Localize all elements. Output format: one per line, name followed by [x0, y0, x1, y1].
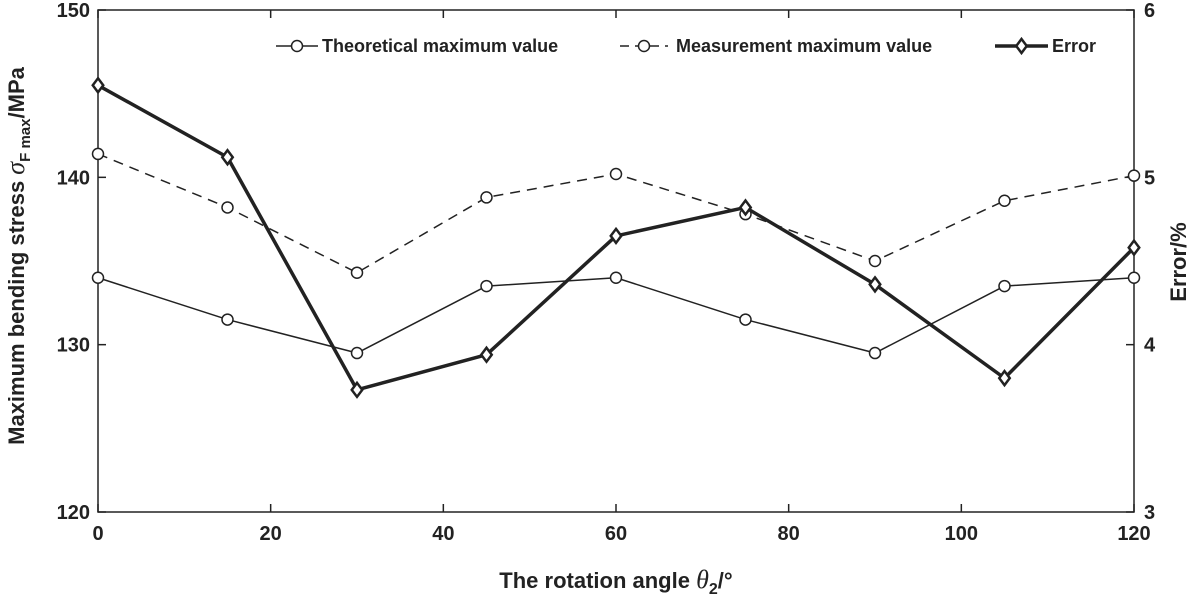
plot-frame	[97, 9, 1135, 513]
plot-border	[97, 9, 1135, 513]
data-point	[1127, 169, 1141, 182]
data-point	[998, 194, 1011, 208]
data-point	[609, 226, 623, 245]
x-axis-label: The rotation angle θ2/°	[499, 565, 732, 598]
data-point	[350, 380, 364, 399]
x-tick-label: 120	[1117, 523, 1150, 545]
y-right-tick-label: 6	[1144, 0, 1155, 22]
y-left-axis-label-subscript: F max	[17, 118, 34, 162]
data-point	[868, 275, 882, 294]
legend-item: Theoretical maximum value	[276, 36, 558, 56]
y-right-axis-label: Error/%	[1166, 222, 1191, 301]
legend-label: Theoretical maximum value	[322, 36, 558, 56]
x-axis-label-symbol: θ	[696, 565, 709, 594]
y-left-axis-label-unit: /MPa	[4, 66, 29, 118]
legend-label: Measurement maximum value	[676, 36, 932, 56]
x-tick-label: 80	[778, 523, 800, 545]
series-2	[91, 147, 1141, 279]
series-line	[97, 276, 1135, 354]
data-point	[479, 345, 494, 364]
y-left-tick-label: 130	[57, 335, 90, 357]
legend-label: Error	[1052, 36, 1096, 56]
x-axis-ticks: 0 20 40 60 80 100 120	[92, 10, 1151, 545]
y-right-tick-label: 3	[1144, 502, 1155, 524]
y-right-tick-label: 5	[1144, 167, 1155, 189]
y-left-tick-label: 150	[57, 0, 90, 22]
y-left-axis-label-symbol: σ	[1, 161, 30, 175]
y-left-axis-ticks: 120 130 140 150	[57, 0, 106, 524]
legend-marker	[1014, 36, 1029, 56]
data-point	[91, 147, 105, 161]
data-point	[221, 313, 234, 326]
data-point	[738, 198, 753, 217]
y-right-axis-ticks: 3 4 5 6	[1126, 0, 1156, 524]
legend-item: Error	[995, 36, 1096, 56]
data-point	[91, 76, 105, 95]
x-tick-label: 40	[432, 523, 454, 545]
data-point	[350, 266, 364, 279]
data-point	[609, 271, 623, 284]
x-tick-label: 60	[605, 523, 627, 545]
legend-item: Measurement maximum value	[620, 36, 932, 56]
data-point	[868, 254, 882, 268]
y-right-tick-label: 4	[1144, 335, 1156, 357]
data-point	[91, 271, 105, 284]
x-tick-label: 100	[945, 523, 978, 545]
data-point	[480, 191, 493, 204]
data-point	[739, 313, 752, 326]
data-point	[998, 279, 1011, 293]
y-left-tick-label: 140	[57, 167, 90, 189]
x-axis-label-subscript: 2	[709, 581, 718, 598]
data-point	[350, 346, 364, 360]
data-point	[997, 369, 1012, 388]
data-point	[221, 201, 234, 214]
data-point	[480, 279, 493, 293]
data-point	[1127, 271, 1141, 284]
data-point	[220, 148, 235, 167]
legend: Theoretical maximum value Measurement max…	[276, 36, 1096, 56]
data-point	[1127, 238, 1141, 257]
y-left-axis-label-text: Maximum bending stress	[4, 175, 29, 445]
y-left-tick-label: 120	[57, 502, 90, 524]
x-axis-label-text: The rotation angle	[499, 568, 696, 593]
x-axis-label-unit: /°	[718, 568, 733, 593]
data-point	[609, 167, 623, 181]
x-tick-label: 0	[92, 523, 103, 545]
y-left-axis-label: Maximum bending stress σF max/MPa	[1, 66, 34, 444]
series-layer	[91, 76, 1141, 399]
x-tick-label: 20	[260, 523, 282, 545]
data-point	[868, 346, 882, 360]
series-3	[91, 76, 1141, 399]
legend-marker	[637, 39, 651, 53]
legend-marker	[290, 39, 304, 53]
series-1	[91, 271, 1141, 360]
